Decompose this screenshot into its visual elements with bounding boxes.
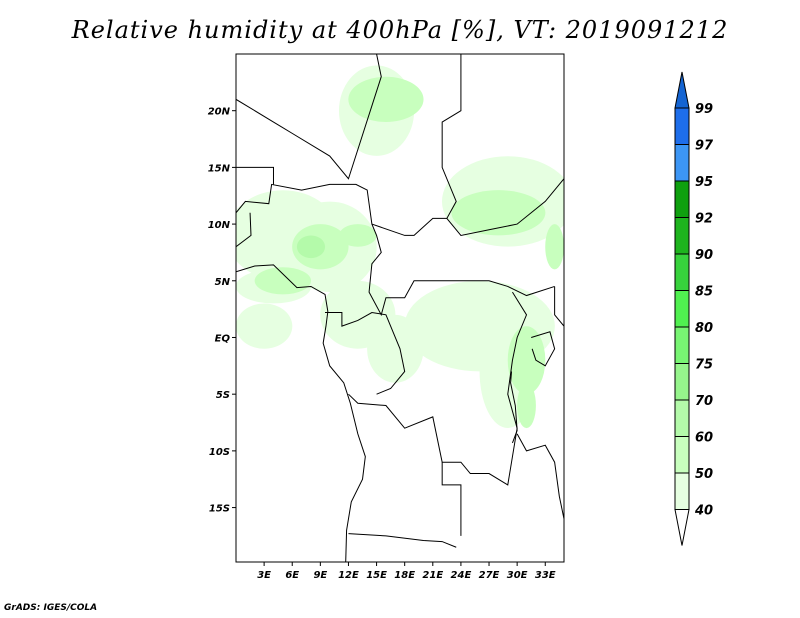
colorbar-segment: [674, 180, 690, 218]
colorbar-label: 40: [694, 504, 713, 519]
colorbar-label: 75: [695, 358, 713, 373]
lon-tick-label: 30E: [507, 570, 528, 581]
colorbar-segment: [674, 326, 690, 364]
colorbar-label: 95: [695, 175, 713, 190]
colorbar-label: 70: [695, 394, 713, 409]
colorbar-segment: [674, 253, 690, 291]
map-boundary-line: [236, 264, 366, 562]
map-boundary-line: [371, 217, 447, 236]
lat-tick-label: 15N: [208, 163, 231, 174]
colorbar-segment: [674, 399, 690, 437]
grads-credit: GrADS: IGES/COLA: [4, 603, 98, 613]
colorbar-segment: [674, 363, 690, 401]
axis-ticks: 20N 15N 10N 5N EQ 5S 10S 15S 3E 6E 9E 12E 15E 18E 21E 2…: [208, 107, 556, 581]
colorbar-label: 80: [695, 321, 713, 336]
colorbar-label: 50: [695, 467, 713, 482]
colorbar-segment: [674, 144, 690, 182]
colorbar-label: 60: [695, 431, 713, 446]
humidity-patch: [451, 190, 546, 236]
map-boundary-line: [236, 212, 252, 248]
map-boundary-line: [441, 462, 462, 536]
map-boundary-line: [236, 183, 555, 317]
humidity-patch: [339, 224, 377, 247]
lon-tick-label: 27E: [479, 570, 500, 581]
colorbar-label: 99: [695, 102, 713, 117]
lon-tick-label: 33E: [535, 570, 556, 581]
colorbar-segment: [674, 217, 690, 255]
map-boundary-line: [516, 433, 564, 520]
map-boundary-line: [348, 291, 528, 486]
humidity-patch: [296, 235, 326, 259]
map-boundary-line: [236, 54, 382, 180]
colorbar-segment: [674, 436, 690, 474]
lat-tick-label: 5S: [216, 390, 230, 401]
map-title: Relative humidity at 400hPa [%], VT: 201…: [71, 16, 729, 44]
humidity-patch: [254, 267, 312, 295]
colorbar: 99 97 95 92 90 85 80 75 70 60 50 40: [674, 71, 714, 546]
lon-tick-label: 12E: [338, 570, 359, 581]
map-boundary-line: [531, 331, 556, 367]
colorbar-label: 97: [695, 139, 714, 154]
map-boundary-line: [554, 286, 564, 327]
map-boundary-line: [348, 533, 457, 548]
lat-tick-label: 10N: [208, 220, 231, 231]
lon-tick-label: 15E: [366, 570, 387, 581]
lat-tick-label: 5N: [215, 277, 231, 288]
lon-tick-label: 3E: [257, 570, 271, 581]
colorbar-under-triangle: [674, 509, 690, 546]
colorbar-segment: [674, 290, 690, 328]
colorbar-label: 92: [695, 212, 713, 227]
lat-tick-label: 10S: [209, 447, 230, 458]
humidity-patch: [236, 303, 293, 349]
map-boundary-line: [325, 312, 406, 395]
coastline-border-layer: [236, 54, 564, 562]
colorbar-over-triangle: [674, 71, 690, 109]
lon-tick-label: 9E: [313, 570, 327, 581]
humidity-patch: [507, 326, 546, 395]
lon-tick-label: 24E: [451, 570, 472, 581]
colorbar-segment: [674, 107, 690, 145]
humidity-patch: [545, 224, 564, 270]
humidity-patch: [367, 314, 424, 383]
lat-tick-label: EQ: [215, 333, 231, 344]
map-frame: [235, 53, 565, 563]
map-boundary-line: [236, 166, 274, 185]
colorbar-label: 85: [695, 285, 713, 300]
lon-tick-label: 6E: [285, 570, 299, 581]
colorbar-label: 90: [695, 248, 713, 263]
lat-tick-label: 20N: [208, 107, 231, 118]
humidity-patch: [348, 76, 424, 122]
lon-tick-label: 21E: [422, 570, 443, 581]
lon-tick-label: 18E: [394, 570, 415, 581]
colorbar-segment: [674, 472, 690, 510]
map-boundary-line: [510, 371, 518, 444]
humidity-patch: [517, 382, 536, 429]
humidity-fill-layer: [236, 65, 564, 429]
lat-tick-label: 15S: [209, 504, 230, 515]
